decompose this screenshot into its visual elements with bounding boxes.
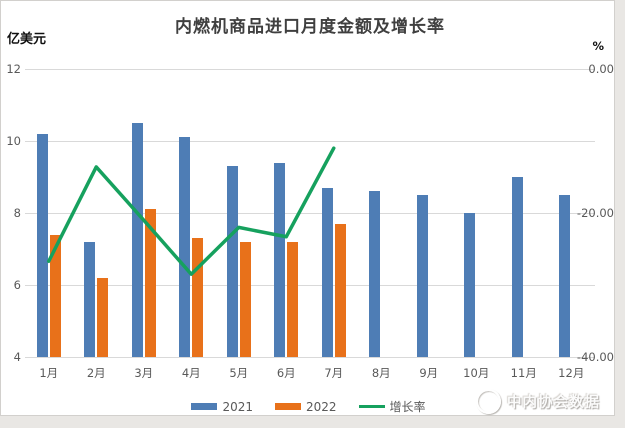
right-tick-label: -20.00 <box>576 206 614 220</box>
legend-bar-swatch <box>191 403 218 410</box>
bar-2021 <box>84 241 96 357</box>
right-tick-label: 0.00 <box>588 62 614 76</box>
association-logo-icon <box>476 389 501 414</box>
bar-2021 <box>321 187 333 357</box>
right-axis-title: % <box>592 39 604 53</box>
x-axis-label: 1月 <box>39 366 59 380</box>
bar-2022 <box>97 277 109 357</box>
legend-label: 2022 <box>305 399 337 414</box>
left-axis-title: 亿美元 <box>7 32 47 47</box>
bar-2021 <box>511 177 523 357</box>
bar-2021 <box>274 162 286 357</box>
legend-line-swatch <box>358 404 385 409</box>
watermark: 中内协会数据 <box>476 389 600 414</box>
gridline <box>25 69 595 70</box>
x-axis-label: 9月 <box>419 366 439 380</box>
gridline <box>25 141 595 142</box>
legend-label: 增长率 <box>389 400 426 414</box>
legend-item-2021: 2021 <box>191 400 253 414</box>
x-axis-label: 5月 <box>229 366 249 380</box>
gridline <box>25 213 595 214</box>
legend-label: 2021 <box>222 399 253 414</box>
bar-2022 <box>49 234 61 357</box>
left-tick-label: 12 <box>6 62 21 76</box>
legend-item-2022: 2022 <box>274 399 337 414</box>
bar-2021 <box>131 123 143 357</box>
left-tick-label: 4 <box>13 350 21 364</box>
bar-2021 <box>36 133 48 357</box>
bar-2021 <box>369 191 381 357</box>
right-tick-label: -40.00 <box>576 350 614 364</box>
bar-2021 <box>464 213 476 357</box>
legend-bar-swatch <box>274 403 301 410</box>
chart-title: 内燃机商品进口月度金额及增长率 <box>175 17 445 37</box>
x-axis-label: 4月 <box>181 366 201 380</box>
x-axis-label: 11月 <box>510 366 537 380</box>
x-axis-label: 7月 <box>324 366 344 380</box>
left-tick-label: 10 <box>6 134 21 148</box>
x-axis-label: 3月 <box>134 366 154 380</box>
bar-2021 <box>179 137 191 357</box>
x-axis-label: 12月 <box>558 366 585 380</box>
gridline <box>25 357 595 358</box>
bar-2022 <box>239 241 251 357</box>
gridline <box>25 285 595 286</box>
bar-2021 <box>416 195 428 357</box>
bar-2022 <box>287 241 299 357</box>
left-tick-label: 6 <box>13 278 21 292</box>
chart-panel: 内燃机商品进口月度金额及增长率 亿美元 % 12 10 8 6 4 0.00 -20.00… <box>0 0 615 416</box>
bar-2022 <box>334 223 346 357</box>
legend-item-增长率: 增长率 <box>358 398 426 415</box>
x-axis-label: 6月 <box>276 366 296 380</box>
bar-2022 <box>192 238 204 357</box>
watermark-text: 中内协会数据 <box>507 395 600 411</box>
left-tick-label: 8 <box>13 206 21 220</box>
x-axis-label: 10月 <box>463 366 490 380</box>
bar-2021 <box>559 195 571 357</box>
x-axis-label: 2月 <box>86 366 106 380</box>
legend: 2021 2022 增长率 <box>1 398 616 415</box>
bar-2021 <box>226 166 238 357</box>
x-axis-label: 8月 <box>371 366 391 380</box>
bar-2022 <box>144 209 156 357</box>
